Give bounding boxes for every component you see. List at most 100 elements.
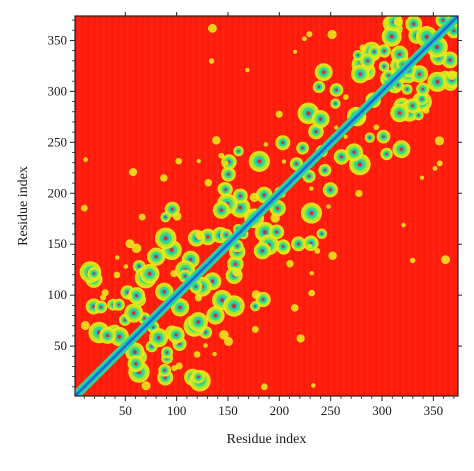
- diagonal-line: [75, 16, 458, 396]
- contact-blob: [376, 129, 391, 144]
- contact-speck: [355, 189, 363, 198]
- x-tick-label: 300: [372, 403, 392, 418]
- contact-blob: [360, 53, 375, 69]
- contact-blob: [275, 135, 291, 151]
- y-tick-label: 200: [48, 185, 68, 200]
- contact-speck: [141, 381, 151, 391]
- contact-speck: [309, 186, 314, 191]
- contact-blob: [206, 306, 225, 325]
- contact-blob: [253, 242, 271, 260]
- contact-speck: [245, 67, 250, 73]
- contact-speck: [401, 222, 406, 228]
- contact-speck: [193, 351, 201, 358]
- contact-speck: [334, 125, 339, 130]
- contact-blob: [87, 267, 101, 281]
- contact-blob: [94, 300, 108, 314]
- x-tick-label: 250: [321, 403, 341, 418]
- contact-speck: [275, 110, 283, 118]
- contact-speck: [160, 174, 168, 182]
- contact-blob: [191, 370, 205, 384]
- contact-speck: [171, 339, 178, 346]
- contact-speck: [196, 158, 201, 164]
- contact-blob: [427, 71, 448, 92]
- contact-speck: [101, 289, 109, 297]
- contact-speck: [393, 17, 403, 27]
- contact-blob: [300, 202, 323, 224]
- contact-blob: [167, 326, 185, 344]
- contact-blob: [248, 150, 270, 172]
- contact-speck: [314, 248, 321, 254]
- contact-speck: [175, 362, 183, 370]
- contact-blob: [161, 346, 174, 359]
- axes: 50 100 150 200 250 300 350 50 100 150 200 250 300 350: [48, 12, 462, 418]
- contact-blob: [269, 200, 286, 217]
- contact-blob: [160, 212, 171, 223]
- contact-blob: [127, 355, 145, 373]
- contact-speck: [232, 267, 242, 277]
- contact-speck: [80, 204, 88, 212]
- contact-speck: [251, 325, 259, 333]
- contact-speck: [208, 58, 215, 64]
- contact-blob: [405, 98, 421, 114]
- contact-speck: [306, 31, 313, 38]
- contact-blob: [158, 363, 172, 377]
- x-tick-label: 350: [424, 403, 444, 418]
- contact-blob: [112, 298, 125, 311]
- contact-blob: [401, 83, 413, 95]
- contact-speck: [249, 192, 259, 203]
- contact-blob: [212, 201, 230, 219]
- contact-blob: [128, 287, 146, 305]
- contact-blob: [345, 143, 364, 162]
- contact-blob: [314, 63, 333, 82]
- y-tick-label: 300: [48, 83, 68, 98]
- contact-blob: [350, 64, 370, 84]
- contact-speck: [219, 330, 229, 340]
- contact-speck: [170, 269, 178, 278]
- contact-speck: [138, 213, 146, 221]
- contact-blob: [154, 227, 177, 249]
- contact-speck: [212, 136, 221, 145]
- contact-blob: [155, 282, 174, 301]
- contact-blob: [124, 303, 144, 323]
- contact-blob: [296, 141, 309, 155]
- contact-speck: [224, 160, 229, 166]
- contact-speck: [309, 271, 314, 276]
- contact-blob: [392, 140, 411, 159]
- contact-blob: [364, 132, 375, 143]
- contact-blob: [170, 298, 190, 317]
- contact-speck: [281, 159, 287, 164]
- contact-blob: [276, 239, 291, 254]
- y-tick-label: 350: [48, 32, 68, 47]
- contact-speck: [409, 257, 416, 264]
- contact-speck: [204, 179, 212, 187]
- contact-blob: [378, 61, 390, 72]
- y-tick-label: 50: [54, 338, 67, 353]
- heatmap-plot-area: [75, 16, 458, 396]
- contact-speck: [203, 343, 208, 348]
- contact-blob: [188, 312, 208, 332]
- contact-blob: [139, 264, 160, 284]
- contact-blob: [223, 295, 245, 317]
- contact-speck: [125, 239, 135, 249]
- contact-blob: [416, 82, 430, 96]
- contact-speck: [263, 142, 269, 147]
- contact-blob: [390, 103, 409, 123]
- contact-blob: [318, 163, 332, 177]
- contact-speck: [113, 271, 121, 279]
- contact-speck: [260, 383, 268, 391]
- x-tick-label: 100: [167, 403, 187, 418]
- contact-blob: [352, 49, 364, 61]
- contact-blob: [413, 110, 424, 121]
- contact-speck: [326, 204, 331, 209]
- y-tick-label: 250: [48, 134, 68, 149]
- contact-speck: [212, 351, 217, 357]
- y-tick-label: 150: [48, 236, 68, 251]
- contact-blob: [322, 182, 338, 198]
- contact-blob: [302, 169, 316, 183]
- contact-speck: [447, 71, 457, 80]
- contact-blob: [312, 80, 326, 94]
- contact-speck: [123, 264, 129, 269]
- contact-speck: [251, 290, 261, 300]
